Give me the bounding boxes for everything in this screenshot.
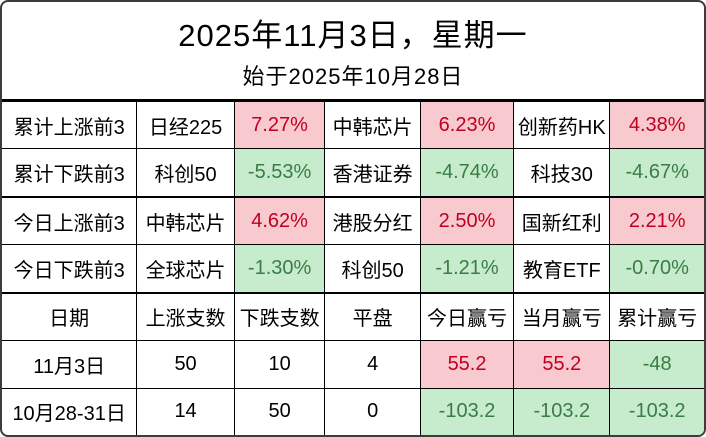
- advancers-cell: 50: [136, 340, 235, 389]
- col-header-total-pnl: 累计赢亏: [609, 291, 704, 342]
- col-header-flat: 平盘: [324, 291, 421, 342]
- change-value: -4.67%: [609, 148, 704, 198]
- decliners-cell: 50: [233, 387, 326, 435]
- stats-header-row: 日期 上涨支数 下跌支数 平盘 今日赢亏 当月赢亏 累计赢亏: [2, 291, 704, 342]
- stats-row: 11月3日 50 10 4 55.2 55.2 -48: [2, 340, 704, 389]
- col-header-advancers: 上涨支数: [136, 291, 235, 342]
- summary-row-cum-losers: 累计下跌前3 科创50 -5.53% 香港证券 -4.74% 科技30 -4.6…: [2, 148, 704, 198]
- report-subtitle: 始于2025年10月28日: [242, 64, 464, 89]
- col-header-month-pnl: 当月赢亏: [513, 291, 611, 342]
- date-cell: 10月28-31日: [2, 387, 138, 435]
- change-value: 2.50%: [419, 195, 515, 246]
- flat-cell: 4: [324, 340, 421, 389]
- month-pnl-cell: -103.2: [513, 387, 611, 435]
- summary-row-day-gainers: 今日上涨前3 中韩芯片 4.62% 港股分红 2.50% 国新红利 2.21%: [2, 195, 704, 246]
- market-report-table: 累计上涨前3 日经225 7.27% 中韩芯片 6.23% 创新药HK 4.38…: [2, 100, 704, 435]
- instrument-name: 科创50: [324, 244, 421, 294]
- change-value: 6.23%: [419, 100, 515, 150]
- advancers-cell: 14: [136, 387, 235, 435]
- change-value: 7.27%: [233, 100, 326, 150]
- instrument-name: 全球芯片: [136, 244, 235, 294]
- report-header: 2025年11月3日，星期一 始于2025年10月28日: [2, 2, 704, 101]
- change-value: 2.21%: [609, 195, 704, 246]
- col-header-decliners: 下跌支数: [233, 291, 326, 342]
- total-pnl-cell: -48: [609, 340, 704, 389]
- row-label: 今日上涨前3: [2, 195, 138, 246]
- instrument-name: 科创50: [136, 148, 235, 198]
- change-value: -0.70%: [609, 244, 704, 294]
- instrument-name: 香港证券: [324, 148, 421, 198]
- col-header-date: 日期: [2, 291, 138, 342]
- instrument-name: 中韩芯片: [324, 100, 421, 150]
- decliners-cell: 10: [233, 340, 326, 389]
- change-value: -5.53%: [233, 148, 326, 198]
- day-pnl-cell: 55.2: [419, 340, 515, 389]
- row-label: 今日下跌前3: [2, 244, 138, 294]
- instrument-name: 国新红利: [513, 195, 611, 246]
- day-pnl-cell: -103.2: [419, 387, 515, 435]
- instrument-name: 日经225: [136, 100, 235, 150]
- summary-row-cum-gainers: 累计上涨前3 日经225 7.27% 中韩芯片 6.23% 创新药HK 4.38…: [2, 100, 704, 150]
- flat-cell: 0: [324, 387, 421, 435]
- total-pnl-cell: -103.2: [609, 387, 704, 435]
- report-title: 2025年11月3日，星期一: [178, 18, 528, 53]
- row-label: 累计上涨前3: [2, 100, 138, 150]
- instrument-name: 港股分红: [324, 195, 421, 246]
- change-value: 4.38%: [609, 100, 704, 150]
- summary-row-day-losers: 今日下跌前3 全球芯片 -1.30% 科创50 -1.21% 教育ETF -0.…: [2, 244, 704, 294]
- instrument-name: 创新药HK: [513, 100, 611, 150]
- month-pnl-cell: 55.2: [513, 340, 611, 389]
- change-value: -1.30%: [233, 244, 326, 294]
- row-label: 累计下跌前3: [2, 148, 138, 198]
- change-value: -1.21%: [419, 244, 515, 294]
- instrument-name: 中韩芯片: [136, 195, 235, 246]
- change-value: 4.62%: [233, 195, 326, 246]
- instrument-name: 科技30: [513, 148, 611, 198]
- col-header-day-pnl: 今日赢亏: [419, 291, 515, 342]
- date-cell: 11月3日: [2, 340, 138, 389]
- change-value: -4.74%: [419, 148, 515, 198]
- stats-row: 10月28-31日 14 50 0 -103.2 -103.2 -103.2: [2, 387, 704, 435]
- instrument-name: 教育ETF: [513, 244, 611, 294]
